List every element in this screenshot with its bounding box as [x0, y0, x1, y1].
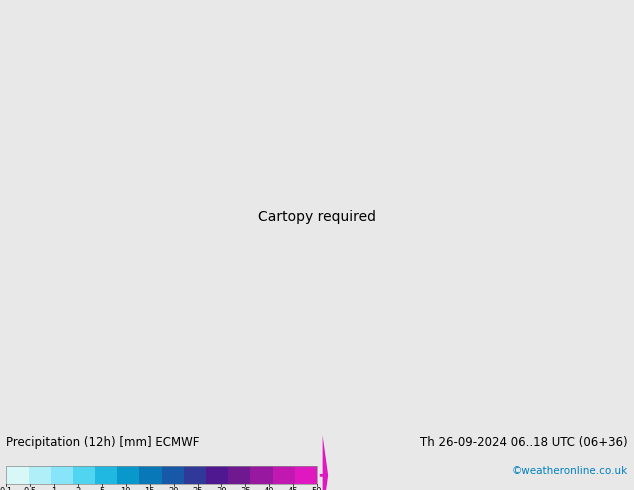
Text: 20: 20: [169, 487, 179, 490]
Text: 25: 25: [192, 487, 203, 490]
Bar: [29, 466, 51, 484]
Bar: [139, 466, 162, 484]
Text: 35: 35: [240, 487, 250, 490]
Text: 40: 40: [264, 487, 275, 490]
Bar: [162, 466, 184, 484]
Text: 50: 50: [312, 487, 322, 490]
Bar: [273, 466, 295, 484]
Text: 15: 15: [145, 487, 155, 490]
Bar: [228, 466, 250, 484]
Text: ©weatheronline.co.uk: ©weatheronline.co.uk: [512, 466, 628, 476]
Text: 1: 1: [51, 487, 57, 490]
Text: 10: 10: [120, 487, 131, 490]
Bar: [6, 466, 317, 484]
Bar: [51, 466, 73, 484]
Bar: [250, 466, 273, 484]
Bar: [117, 466, 139, 484]
Bar: [206, 466, 228, 484]
Text: 5: 5: [100, 487, 105, 490]
Bar: [95, 466, 117, 484]
Text: 0.5: 0.5: [23, 487, 37, 490]
Bar: [6, 466, 29, 484]
Text: 0.1: 0.1: [0, 487, 13, 490]
Text: Th 26-09-2024 06..18 UTC (06+36): Th 26-09-2024 06..18 UTC (06+36): [420, 437, 628, 449]
Text: 2: 2: [75, 487, 81, 490]
Text: 30: 30: [216, 487, 227, 490]
Text: 45: 45: [288, 487, 299, 490]
Text: Cartopy required: Cartopy required: [258, 210, 376, 224]
Bar: [295, 466, 317, 484]
Bar: [73, 466, 95, 484]
Text: Precipitation (12h) [mm] ECMWF: Precipitation (12h) [mm] ECMWF: [6, 437, 200, 449]
Bar: [184, 466, 206, 484]
